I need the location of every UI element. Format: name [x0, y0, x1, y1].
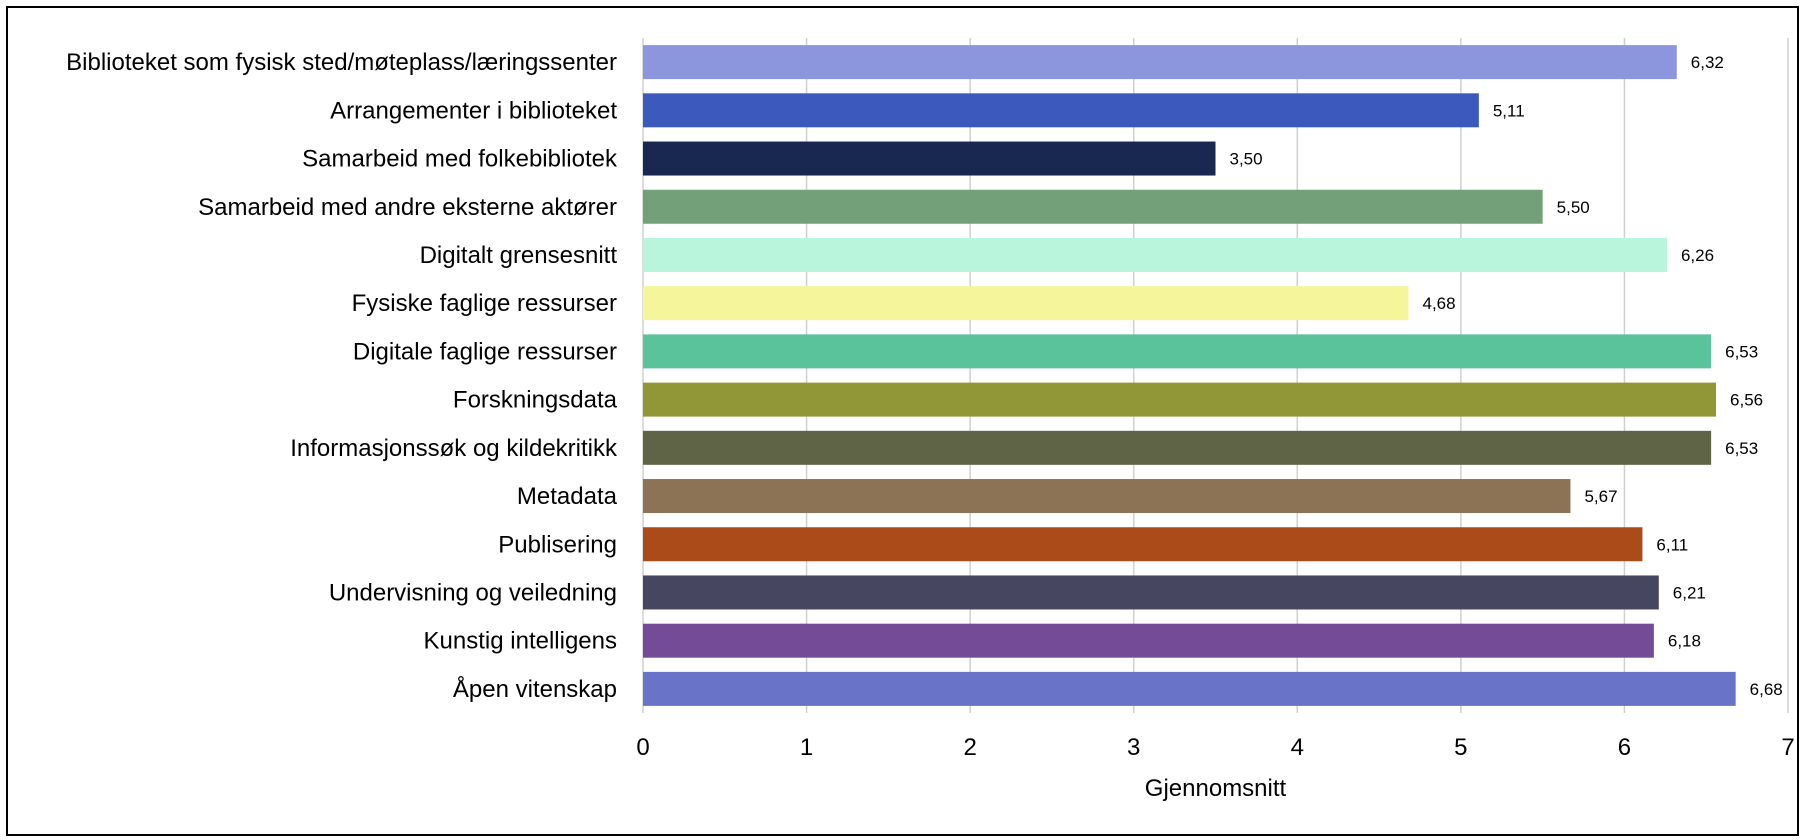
category-label: Arrangementer i biblioteket [330, 97, 617, 124]
x-tick-label: 3 [1127, 734, 1140, 761]
category-labels: Biblioteket som fysisk sted/møteplass/læ… [66, 49, 618, 703]
value-label: 6,26 [1681, 246, 1714, 265]
bar [643, 382, 1717, 417]
category-label: Biblioteket som fysisk sted/møteplass/læ… [66, 49, 617, 76]
bar [643, 237, 1667, 272]
bar [643, 141, 1216, 176]
category-label: Informasjonssøk og kildekritikk [290, 435, 618, 462]
category-label: Åpen vitenskap [453, 675, 617, 703]
category-label: Digitalt grensesnitt [420, 242, 618, 269]
category-label: Digitale faglige ressurser [353, 338, 617, 365]
x-tick-label: 7 [1781, 734, 1794, 761]
value-label: 4,68 [1423, 294, 1456, 313]
value-label: 5,67 [1584, 487, 1617, 506]
category-label: Kunstig intelligens [424, 628, 617, 655]
value-label: 6,11 [1656, 535, 1688, 554]
value-label: 6,68 [1750, 680, 1783, 699]
bars [643, 45, 1736, 706]
value-label: 5,50 [1557, 198, 1590, 217]
x-axis-title: Gjennomsnitt [1145, 775, 1287, 802]
value-label: 6,18 [1668, 632, 1701, 651]
gridlines [642, 38, 1789, 713]
bar [643, 479, 1571, 514]
category-label: Undervisning og veiledning [329, 579, 617, 606]
value-label: 6,56 [1730, 391, 1763, 410]
bar [643, 575, 1659, 610]
category-label: Publisering [498, 531, 617, 558]
bar [643, 623, 1654, 658]
x-tick-label: 2 [963, 734, 976, 761]
category-label: Samarbeid med folkebibliotek [302, 146, 618, 173]
x-tick-label: 0 [636, 734, 649, 761]
category-label: Fysiske faglige ressurser [352, 290, 617, 317]
bar [643, 189, 1543, 224]
category-label: Samarbeid med andre eksterne aktører [198, 194, 617, 221]
value-label: 5,11 [1493, 101, 1525, 120]
bar [643, 286, 1409, 321]
x-tick-labels: 0 1 2 3 4 5 6 7 [636, 734, 1794, 761]
value-label: 6,53 [1725, 342, 1758, 361]
value-label: 6,32 [1691, 53, 1724, 72]
x-tick-label: 4 [1291, 734, 1304, 761]
value-label: 6,21 [1673, 583, 1706, 602]
x-tick-label: 6 [1618, 734, 1631, 761]
bar [643, 93, 1479, 128]
value-label: 6,53 [1725, 439, 1758, 458]
bar [643, 671, 1736, 706]
bar [643, 527, 1643, 562]
bar [643, 430, 1712, 465]
x-tick-label: 5 [1454, 734, 1467, 761]
category-label: Forskningsdata [453, 387, 618, 414]
category-label: Metadata [517, 483, 618, 510]
x-tick-label: 1 [800, 734, 813, 761]
bar [643, 45, 1677, 80]
bar [643, 334, 1712, 369]
value-label: 3,50 [1230, 150, 1263, 169]
value-labels: 6,32 5,11 3,50 5,50 6,26 4,68 6,53 6,56 6,53 5,67… [1230, 53, 1783, 699]
